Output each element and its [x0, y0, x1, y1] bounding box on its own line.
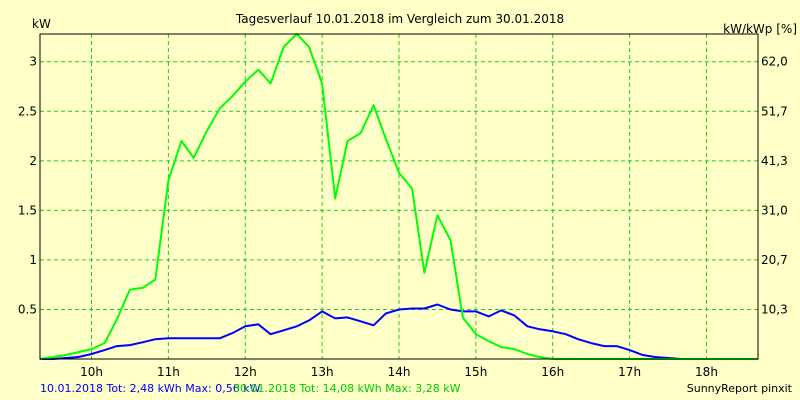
y-tick-label-right: 41,3 — [761, 154, 788, 168]
x-tick-label: 14h — [388, 365, 411, 379]
chart-title: Tagesverlauf 10.01.2018 im Vergleich zum… — [235, 12, 564, 26]
footer-series1-summary: 10.01.2018 Tot: 2,48 kWh Max: 0,56 kW — [40, 382, 261, 395]
y-tick-label-left: 1.5 — [18, 203, 37, 217]
y-tick-label-left: 2.5 — [18, 104, 37, 118]
y-tick-label-right: 62,0 — [761, 55, 788, 69]
x-tick-label: 11h — [157, 365, 180, 379]
x-tick-label: 12h — [234, 365, 257, 379]
y-axis-label-right: kW/kWp [%] — [723, 22, 797, 36]
tick-labels: 10h 11h 12h 13h 14h 15h 16h 17h 18h0.511.522.531… — [18, 55, 788, 379]
x-tick-label: 16h — [541, 365, 564, 379]
y-tick-label-right: 51,7 — [761, 104, 788, 118]
x-tick-label: 13h — [311, 365, 334, 379]
x-tick-label: 17h — [618, 365, 641, 379]
y-tick-label-left: 1 — [29, 253, 37, 267]
y-tick-label-right: 10,3 — [761, 302, 788, 316]
y-tick-label-left: 0.5 — [18, 302, 37, 316]
y-axis-label-left: kW — [32, 17, 51, 31]
y-tick-label-right: 20,7 — [761, 253, 788, 267]
x-tick-label: 15h — [464, 365, 487, 379]
x-tick-label: 18h — [695, 365, 718, 379]
series-line-1 — [40, 303, 758, 360]
plot-frame — [39, 33, 759, 360]
x-tick-label: 10h — [80, 365, 103, 379]
y-tick-label-left: 3 — [29, 55, 37, 69]
footer-series2-summary: 30.01.2018 Tot: 14,08 kWh Max: 3,28 kW — [233, 382, 461, 395]
footer-brand: SunnyReport pinxit — [686, 382, 792, 395]
y-tick-label-right: 31,0 — [761, 203, 788, 217]
grid — [40, 34, 758, 359]
y-tick-label-left: 2 — [29, 154, 37, 168]
